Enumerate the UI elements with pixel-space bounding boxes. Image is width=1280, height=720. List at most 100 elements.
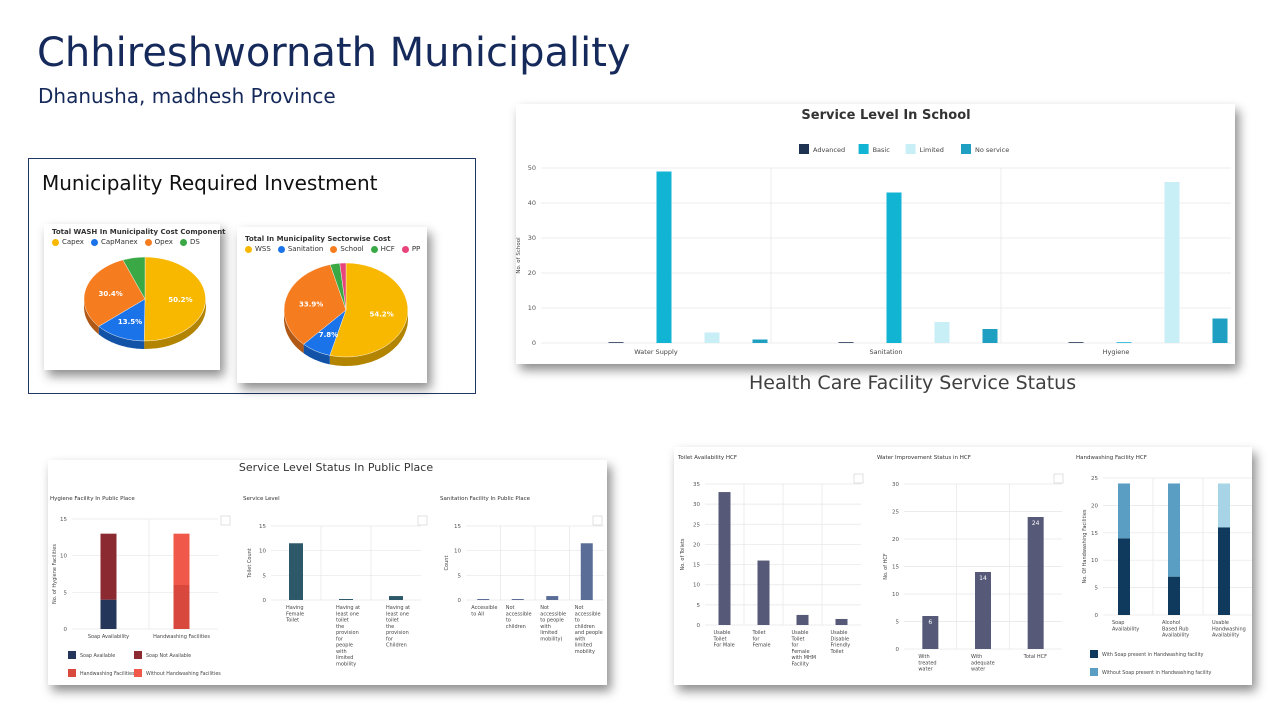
pie-data-label: 33.9% — [299, 300, 323, 308]
y-tick-label: 5 — [458, 573, 462, 579]
page-subtitle: Dhanusha, madhesh Province — [38, 84, 336, 108]
x-tick-label: Not accessible to people with limited mobilit… — [540, 605, 566, 642]
label-line: toilet — [336, 618, 349, 624]
y-tick-label: 25 — [892, 510, 899, 516]
label-line: Availability — [1162, 633, 1189, 639]
bar — [975, 572, 991, 649]
pie-slice-side — [303, 344, 330, 365]
label-line: least one — [386, 611, 409, 617]
y-tick-label: 5 — [697, 603, 701, 609]
legend-dot — [277, 245, 285, 253]
y-tick-label: 0 — [697, 623, 701, 629]
label-line: for — [792, 643, 800, 649]
label-line: and people — [575, 630, 603, 636]
legend-item[interactable]: School — [330, 245, 364, 253]
legend-item[interactable]: Capex — [52, 238, 84, 246]
label-line: to people — [540, 618, 564, 624]
label-line: Female — [753, 643, 771, 649]
public-place-card: Service Level Status In Public Place Hygi… — [48, 460, 607, 685]
y-tick-label: 20 — [892, 537, 899, 543]
y-axis-label: No. of Toilets — [680, 538, 686, 570]
label-line: with — [540, 624, 551, 630]
legend-swatch — [858, 144, 869, 154]
legend-item[interactable]: DS — [179, 238, 200, 246]
legend-item[interactable]: CapManex — [90, 238, 138, 246]
x-tick-label: Sanitation — [869, 348, 902, 356]
pie-data-label: 30.4% — [99, 290, 123, 298]
bar-segment — [1218, 483, 1230, 528]
page-title: Chhireshwornath Municipality — [37, 30, 631, 76]
label-line: Alcohol — [1162, 620, 1180, 626]
y-tick-label: 30 — [892, 482, 899, 488]
legend-label: Opex — [154, 238, 173, 246]
label-line: to — [575, 618, 580, 624]
cost-component-pie: 50.2% 13.5% 30.4% — [83, 256, 206, 349]
label-line: children — [506, 624, 526, 630]
legend-label: No service — [975, 146, 1009, 154]
legend-label: WSS — [255, 245, 271, 253]
y-tick-label: 15 — [693, 563, 700, 569]
y-axis-label: Count — [444, 556, 450, 571]
bar — [1027, 517, 1044, 649]
pie-data-label: 7.8% — [319, 331, 338, 339]
label-line: accessible — [540, 611, 566, 617]
label-line: Toilet — [285, 618, 299, 624]
bar-segment — [1168, 576, 1180, 615]
public-place-chart: Service Level Status In Public Place Hygi… — [50, 461, 604, 677]
x-tick-label: Usable Toilet for Female with MHM Facility — [791, 630, 817, 667]
label-line: limited — [540, 630, 557, 636]
legend-item[interactable]: HCF — [370, 245, 395, 253]
legend-item[interactable]: WSS — [245, 245, 271, 253]
y-tick-label: 40 — [528, 199, 536, 207]
x-tick-label: Total HCF — [1023, 654, 1048, 660]
label-line: limited — [575, 643, 592, 649]
chart-title: Sanitation Facility In Public Place — [440, 496, 531, 502]
pie-slice — [283, 264, 347, 345]
legend-item[interactable]: Sanitation — [277, 245, 323, 253]
chart-title: Hygiene Facility In Public Place — [50, 496, 135, 502]
legend-dot — [144, 238, 152, 246]
label-line: Friendly — [831, 643, 851, 649]
legend-label: Basic — [873, 146, 891, 154]
bar-data-label: 6 — [928, 619, 932, 626]
label-line: limited — [336, 655, 353, 661]
pie-title: Total WASH In Municipality Cost Componen… — [52, 228, 226, 236]
y-tick-label: 10 — [454, 549, 461, 555]
y-tick-label: 5 — [896, 620, 900, 626]
label-line: Availability — [1212, 633, 1239, 639]
sectorwise-cost-card: Total In Municipality Sectorwise Cost WS… — [237, 227, 427, 383]
bar-segment — [1118, 538, 1130, 615]
label-line: provision — [336, 630, 359, 636]
pie-slice — [329, 262, 409, 358]
label-line: Having — [286, 605, 304, 611]
legend-item[interactable]: PP — [401, 245, 420, 253]
label-line: For Male — [714, 643, 735, 649]
label-line: Toilet — [752, 630, 766, 636]
x-tick-label: Alcohol Based Rub Availability — [1162, 620, 1189, 639]
bar — [289, 543, 303, 600]
y-tick-label: 35 — [693, 482, 700, 488]
x-tick-label: Toilet for Female — [752, 630, 771, 649]
label-line: with — [575, 636, 586, 642]
legend-swatch — [799, 144, 809, 154]
label-line: Usable — [714, 630, 731, 636]
bar-data-label: 14 — [979, 575, 987, 582]
legend-swatch — [905, 144, 916, 154]
label-line: provision — [386, 630, 409, 636]
bar — [1212, 318, 1228, 343]
label-line: for — [336, 636, 344, 642]
y-tick-label: 10 — [60, 554, 67, 560]
x-tick-label: Usable Toilet For Male — [713, 630, 735, 649]
bar — [838, 342, 854, 343]
pie-slice-side — [284, 311, 304, 354]
legend-item[interactable]: Opex — [144, 238, 173, 246]
bar-segment — [173, 585, 190, 629]
bar — [704, 332, 720, 343]
bar — [922, 616, 939, 649]
legend-label: Limited — [920, 146, 944, 154]
y-tick-label: 15 — [259, 524, 266, 530]
y-tick-label: 0 — [532, 339, 536, 347]
label-line: Toilet — [713, 636, 727, 642]
label-line: least one — [336, 611, 359, 617]
x-tick-label: Soap Availability — [88, 634, 129, 640]
